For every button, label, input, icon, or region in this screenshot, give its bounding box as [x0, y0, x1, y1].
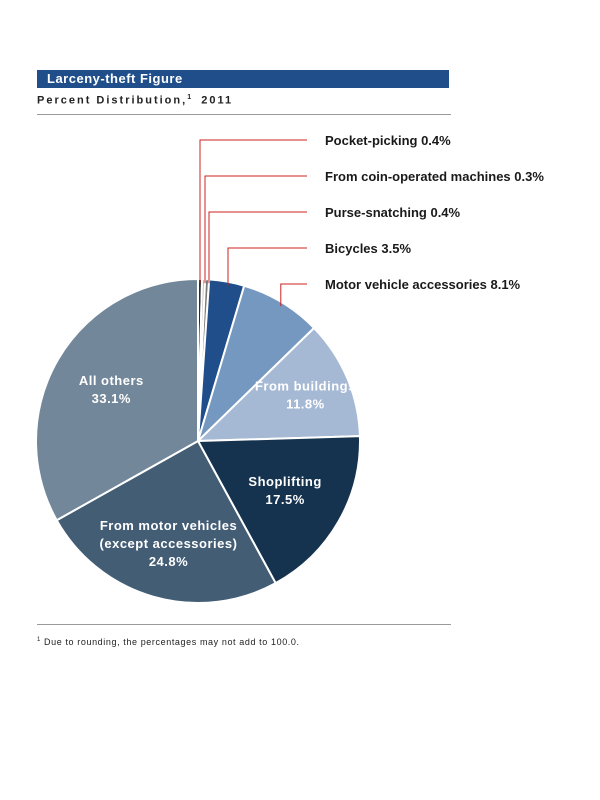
subtitle-footnote-marker: 1	[187, 94, 192, 101]
pie-slice-from-buildings	[197, 326, 361, 442]
chart-title-bar: Larceny-theft Figure	[37, 70, 449, 88]
leader-line-motor-vehicle-accessories	[280, 283, 307, 307]
slice-label-pocket-picking: Pocket-picking 0.4%	[325, 133, 451, 148]
chart-title: Larceny-theft Figure	[47, 71, 183, 86]
bottom-divider	[37, 624, 451, 625]
slice-label-all-others: All others 33.1%	[79, 373, 144, 406]
footnote: 1 Due to rounding, the percentages may n…	[37, 637, 300, 647]
pie-slice-all-others	[35, 278, 199, 522]
pie-slice-shoplifting	[197, 435, 361, 585]
chart-subtitle: Percent Distribution,1 2011	[37, 94, 233, 107]
leader-line-purse-snatching	[208, 211, 307, 284]
pie-slice-from-motor-vehicles-except-accessories	[55, 440, 277, 604]
leader-line-bicycles	[227, 247, 307, 286]
subtitle-year: 2011	[201, 94, 234, 107]
slice-label-purse-snatching: Purse-snatching 0.4%	[325, 205, 461, 220]
footnote-text: Due to rounding, the percentages may not…	[44, 637, 300, 647]
footnote-marker: 1	[37, 637, 41, 643]
slice-label-from-buildings: From buildings 11.8%	[255, 379, 356, 412]
slice-label-motor-vehicle-accessories: Motor vehicle accessories 8.1%	[325, 277, 521, 292]
leader-line-pocket-picking	[199, 139, 307, 283]
slice-label-from-coin-operated-machines: From coin-operated machines 0.3%	[325, 169, 544, 184]
subtitle-text: Percent Distribution,	[37, 94, 188, 107]
slice-label-bicycles: Bicycles 3.5%	[325, 241, 411, 256]
slice-label-shoplifting: Shoplifting 17.5%	[248, 474, 321, 507]
top-divider	[37, 114, 451, 115]
leader-line-from-coin-operated-machines	[204, 175, 307, 284]
slice-label-from-motor-vehicles-except-accessories: From motor vehicles (except accessories) 2…	[100, 518, 238, 569]
